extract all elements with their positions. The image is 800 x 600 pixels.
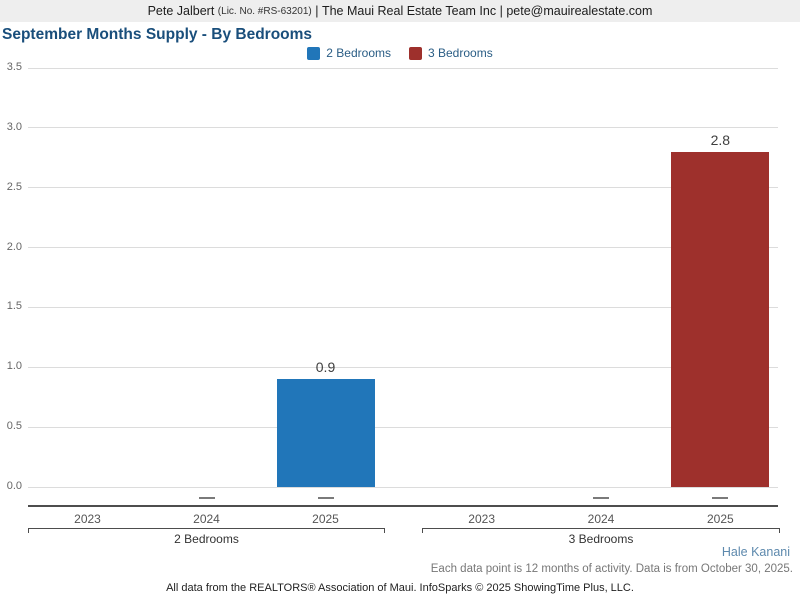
year-label-2-bedrooms-2023: 2023: [74, 512, 101, 526]
no-change-dash-marker: [712, 497, 729, 499]
group-label-3-bedrooms: 3 Bedrooms: [568, 532, 634, 546]
no-change-dash-marker: [593, 497, 609, 499]
bar-3-bedrooms-2025[interactable]: [671, 151, 770, 487]
data-note: Each data point is 12 months of activity…: [430, 563, 793, 575]
header-separator: |: [311, 4, 322, 18]
bar-value-label: 0.9: [315, 359, 336, 376]
group-bracket-3-bedrooms: [422, 528, 780, 533]
legend-swatch-3-bedrooms-icon: [409, 46, 422, 60]
agent-license: (Lic. No. #RS-63201): [217, 5, 312, 17]
legend-swatch-2-bedrooms-icon: [307, 46, 321, 60]
gridline-0.5: [28, 426, 778, 428]
legend-item-3-bedrooms[interactable]: 3 Bedrooms: [409, 46, 493, 60]
gridline-1.0: [28, 366, 778, 368]
gridline-2.5: [28, 187, 778, 189]
no-change-dash-marker: [198, 497, 215, 499]
agent-company: The Maui Real Estate Team Inc: [321, 4, 497, 18]
y-tick-label-1.5: 1.5: [6, 300, 22, 313]
chart-title: September Months Supply - By Bedrooms: [2, 26, 313, 43]
gridline-2.0: [28, 247, 778, 249]
agent-header-bar: Pete Jalbert (Lic. No. #RS-63201) | The …: [0, 0, 800, 22]
year-label-2-bedrooms-2024: 2024: [193, 512, 220, 526]
gridline-3.5: [28, 67, 778, 69]
no-change-dash-marker: [317, 497, 334, 499]
legend-label: 3 Bedrooms: [428, 46, 493, 60]
x-axis-line: [28, 505, 778, 507]
y-tick-label-1.0: 1.0: [6, 360, 22, 373]
year-label-3-bedrooms-2025: 2025: [706, 512, 734, 526]
y-tick-label-2.5: 2.5: [6, 180, 22, 193]
agent-name: Pete Jalbert: [147, 4, 215, 18]
gridline-3.0: [28, 127, 778, 129]
y-tick-label-0.0: 0.0: [6, 480, 22, 492]
year-label-3-bedrooms-2024: 2024: [587, 512, 615, 526]
y-tick-label-0.5: 0.5: [6, 420, 22, 433]
group-bracket-2-bedrooms: [28, 528, 385, 533]
area-watermark-label: Hale Kanani: [721, 545, 790, 559]
attribution-line: All data from the REALTORS® Association …: [166, 582, 634, 594]
bar-2-bedrooms-2025[interactable]: [276, 379, 375, 487]
legend-label: 2 Bedrooms: [326, 46, 391, 60]
year-label-3-bedrooms-2023: 2023: [468, 512, 495, 526]
group-label-2-bedrooms: 2 Bedrooms: [174, 532, 239, 546]
chart-legend: 2 Bedrooms 3 Bedrooms: [0, 44, 800, 62]
gridline-1.5: [28, 306, 778, 308]
bar-value-label: 2.8: [710, 131, 731, 148]
agent-email: pete@mauirealestate.com: [506, 4, 653, 18]
y-tick-label-3.0: 3.0: [6, 120, 22, 133]
year-label-2-bedrooms-2025: 2025: [312, 512, 339, 526]
header-separator: |: [496, 4, 507, 18]
legend-item-2-bedrooms[interactable]: 2 Bedrooms: [307, 46, 391, 60]
gridline-0.0: [28, 486, 778, 488]
y-tick-label-3.5: 3.5: [6, 61, 22, 73]
y-tick-label-2.0: 2.0: [6, 240, 22, 253]
